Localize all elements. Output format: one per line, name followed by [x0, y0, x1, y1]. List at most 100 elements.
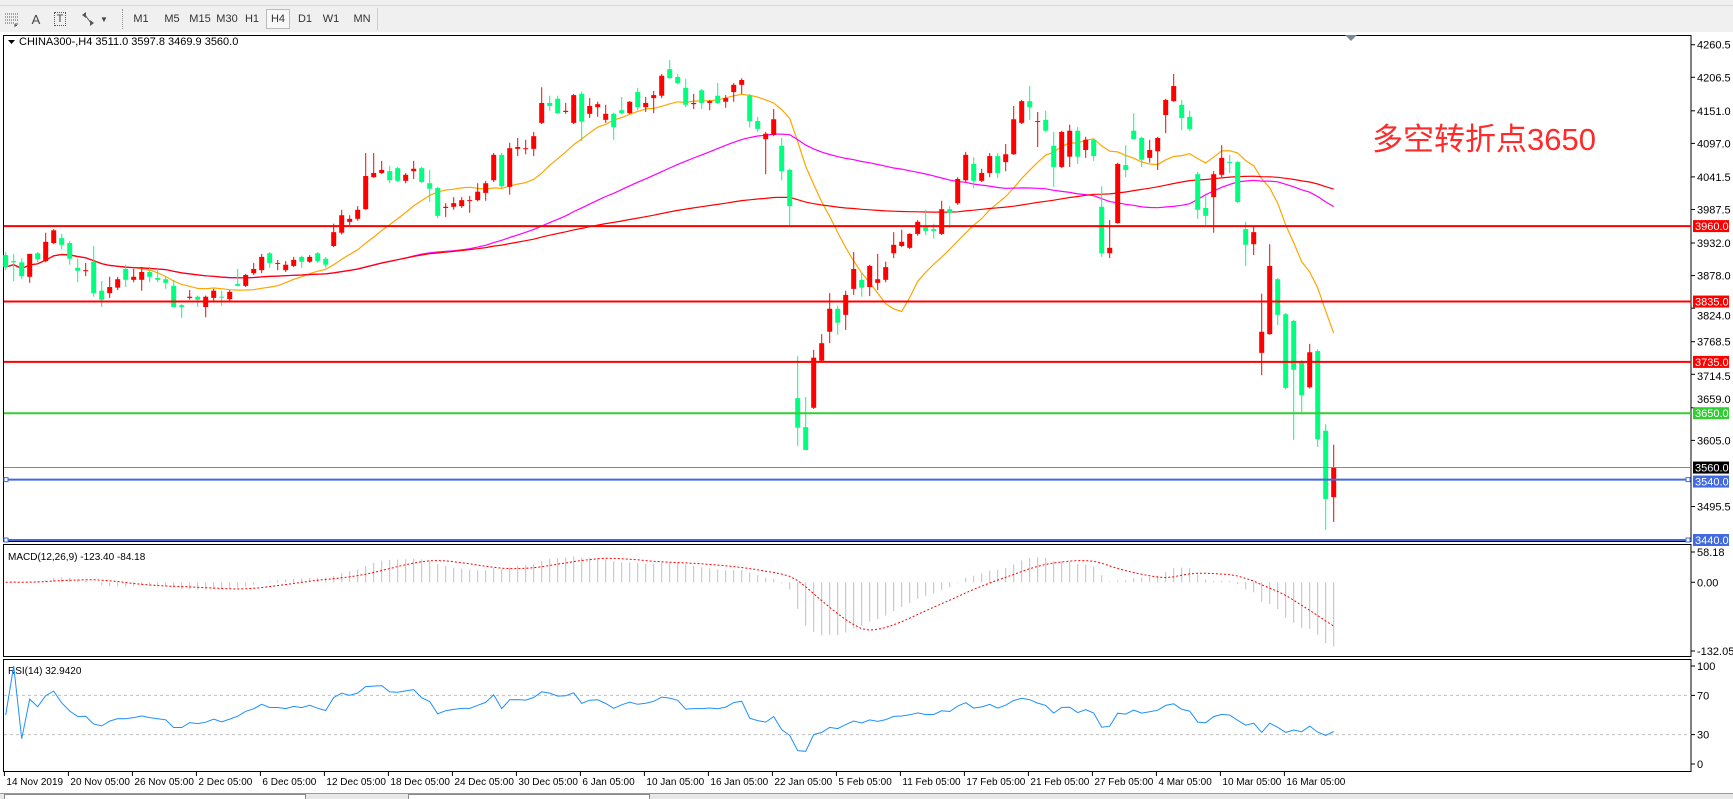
candle-body [531, 136, 537, 149]
toolbar-separator [122, 9, 124, 29]
candle [1299, 360, 1305, 413]
date-label: 20 Nov 05:00 [70, 777, 130, 788]
candle [1235, 160, 1241, 204]
candle [91, 246, 97, 297]
candle [579, 91, 585, 141]
candle [1331, 444, 1337, 522]
candle [555, 95, 561, 114]
candle-body [1211, 174, 1217, 198]
collapse-triangle-icon [8, 40, 15, 44]
price-tick-label: 3932.0 [1697, 238, 1731, 250]
text-box-glyph: T [53, 12, 67, 26]
candle [843, 290, 849, 330]
candle [891, 232, 897, 259]
candle [1179, 99, 1185, 131]
candle [875, 253, 881, 291]
period-separator-icon[interactable] [2, 9, 22, 29]
date-label: 30 Dec 05:00 [518, 777, 578, 788]
candle [1147, 139, 1153, 163]
candle [539, 87, 545, 125]
candle-body [563, 110, 569, 113]
candle-body [315, 253, 321, 262]
price-tick-label: 4041.5 [1697, 172, 1731, 184]
date-label: 6 Jan 05:00 [582, 777, 635, 788]
candle [339, 209, 345, 235]
candle [803, 396, 809, 451]
candle [811, 349, 817, 410]
candle [1251, 226, 1257, 256]
candle-body [3, 255, 9, 268]
candle [1011, 105, 1017, 155]
level-handle [3, 537, 9, 543]
arrows-dropdown-icon[interactable]: ▼ [100, 14, 108, 24]
macd-label: MACD(12,26,9) -123.40 -84.18 [8, 552, 146, 563]
candle [1171, 73, 1177, 102]
date-label: 16 Mar 05:00 [1286, 777, 1345, 788]
timeframe-m1[interactable]: M1 [133, 13, 149, 25]
chart-tab[interactable] [4, 794, 306, 799]
price-tick-label: 4260.5 [1697, 40, 1731, 52]
candle [755, 116, 761, 132]
candle [51, 229, 57, 245]
candle-body [547, 102, 553, 106]
candle-body [651, 95, 657, 99]
candle-body [363, 175, 369, 210]
candle-body [1307, 352, 1313, 388]
candle [299, 255, 305, 268]
candle-body [835, 308, 841, 323]
candle [411, 160, 417, 180]
timeframe-m30[interactable]: M30 [216, 13, 238, 25]
candle [1115, 162, 1121, 224]
level-price-label: 3650.0 [1695, 408, 1729, 420]
toolbar-end [377, 8, 378, 30]
rsi-line [5, 665, 1334, 752]
candle [187, 290, 193, 300]
candle [155, 267, 161, 283]
candle-body [1299, 361, 1305, 396]
candle-body [923, 226, 929, 231]
candle [387, 165, 393, 184]
timeframe-w1[interactable]: W1 [322, 13, 340, 25]
text-box-icon[interactable]: T [50, 9, 70, 29]
candle [435, 186, 441, 219]
candle [531, 131, 537, 157]
timeframe-d1[interactable]: D1 [297, 13, 313, 25]
candle-body [491, 154, 497, 181]
timeframe-m5[interactable]: M5 [164, 13, 180, 25]
level-price-label: 3560.0 [1695, 463, 1729, 475]
candle-body [1315, 351, 1321, 440]
candle [1051, 131, 1057, 187]
price-tick-label: 3605.0 [1697, 435, 1731, 447]
text-label-icon[interactable]: A [31, 11, 41, 27]
candle [347, 215, 353, 225]
candle [1219, 145, 1225, 178]
date-label: 10 Jan 05:00 [646, 777, 704, 788]
timeframe-mn[interactable]: MN [353, 13, 371, 25]
candle [107, 276, 113, 298]
arrows-icon[interactable] [78, 9, 98, 29]
candle [75, 258, 81, 283]
candle-body [483, 183, 489, 193]
candle [595, 101, 601, 117]
candle-body [275, 262, 281, 264]
timeframe-m15[interactable]: M15 [189, 13, 211, 25]
candle-body [283, 264, 289, 271]
candle-body [259, 256, 265, 271]
candle-body [1131, 130, 1137, 140]
timeframe-h4[interactable]: H4 [266, 9, 290, 29]
arrows-glyph [82, 12, 94, 26]
candle-body [1291, 320, 1297, 370]
symbol-header: CHINA300-,H4 3511.0 3597.8 3469.9 3560.0 [19, 36, 238, 48]
candle [739, 78, 745, 94]
date-label: 24 Dec 05:00 [454, 777, 514, 788]
candle [1155, 136, 1161, 170]
price-chart[interactable]: CHINA300-,H4 3511.0 3597.8 3469.9 3560.0… [0, 32, 1733, 793]
candle [667, 60, 673, 79]
candle-body [67, 242, 73, 259]
chart-tab[interactable] [408, 794, 650, 799]
rsi-tick-label: 30 [1697, 730, 1709, 742]
timeframe-h1[interactable]: H1 [244, 13, 260, 25]
rsi-tick-label: 70 [1697, 690, 1709, 702]
candle [467, 195, 473, 213]
candle-body [1219, 157, 1225, 175]
